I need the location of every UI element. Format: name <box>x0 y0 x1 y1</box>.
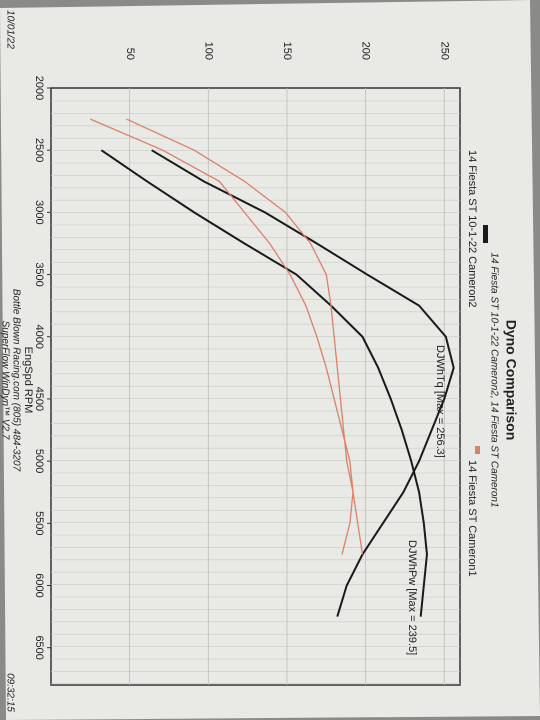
footer-line: SuperFlow WinDyn™ V2.7 <box>0 321 10 440</box>
chart-title: Dyno Comparison <box>503 320 519 441</box>
x-axis-label: EngSpd RPM <box>22 347 34 414</box>
y-tick-label: 150 <box>281 42 293 60</box>
y-tick-label: 100 <box>202 42 214 60</box>
annotation: DJWhTq [Max = 256.3] <box>434 345 446 458</box>
series-line <box>100 149 428 617</box>
time: 09:32:15 <box>4 673 15 712</box>
series-line <box>151 149 455 617</box>
date: 10/01/22 <box>4 10 15 49</box>
legend-label: 14 Fiesta ST 10-1-22 Cameron2 <box>466 150 478 308</box>
annotation: DJWhPw [Max = 239.5] <box>406 540 418 655</box>
x-tick-label: 2500 <box>33 138 45 162</box>
y-tick-label: 250 <box>438 42 450 60</box>
legend-label: 14 Fiesta ST Cameron1 <box>466 460 478 577</box>
chart-subtitle: 14 Fiesta ST 10-1-22 Cameron2, 14 Fiesta… <box>488 252 499 507</box>
legend-swatch <box>483 225 488 243</box>
series-line <box>90 118 354 555</box>
x-tick-label: 6500 <box>33 635 45 659</box>
rotated-page: Dyno Comparison 14 Fiesta ST 10-1-22 Cam… <box>0 10 519 712</box>
x-tick-label: 6000 <box>33 573 45 597</box>
legend-swatch <box>475 446 480 454</box>
x-tick-label: 4500 <box>33 387 45 411</box>
x-tick-label: 5500 <box>33 511 45 535</box>
x-tick-label: 3500 <box>33 262 45 286</box>
y-tick-label: 200 <box>360 42 372 60</box>
x-tick-label: 2000 <box>33 76 45 100</box>
x-tick-label: 5000 <box>33 449 45 473</box>
y-tick-label: 50 <box>124 48 136 60</box>
x-tick-label: 4000 <box>33 325 45 349</box>
x-tick-label: 3000 <box>33 200 45 224</box>
series-line <box>126 118 364 555</box>
footer-line: Bottle Blown Racing.com (805) 484-3207 <box>10 289 21 472</box>
